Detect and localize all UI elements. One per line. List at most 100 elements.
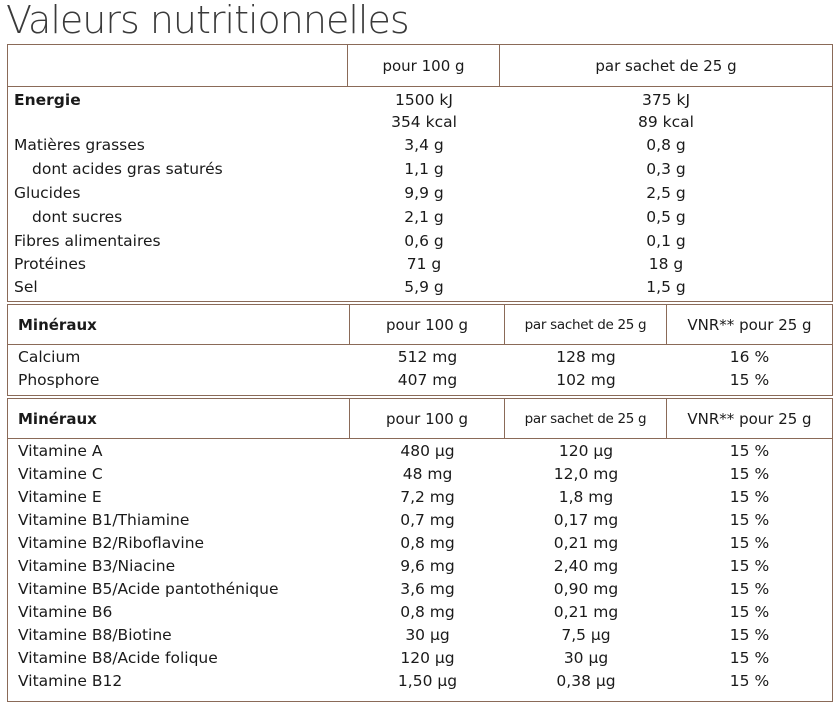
value-per-sachet: 1,8 mg: [558, 488, 614, 506]
table-row: Matières grasses 3,4 g 0,8 g: [8, 136, 832, 160]
value-vnr: 15 %: [729, 488, 770, 506]
value-per-sachet: 375 kJ: [641, 91, 691, 109]
table-row: Glucides 9,9 g 2,5 g: [8, 184, 832, 208]
table-row: Protéines 71 g 18 g: [8, 255, 832, 279]
table-row: Vitamine B1/Thiamine 0,7 mg 0,17 mg 15 %: [8, 511, 832, 534]
row-label: Fibres alimentaires: [14, 232, 161, 250]
value-per-sachet: 7,5 µg: [561, 626, 611, 644]
table-row: 354 kcal 89 kcal: [8, 113, 832, 137]
value-vnr: 16 %: [729, 348, 770, 366]
value-per-100g: 407 mg: [397, 371, 458, 389]
value-per-100g: 71 g: [406, 255, 442, 273]
value-per-sachet: 120 µg: [558, 442, 614, 460]
value-per-sachet: 1,5 g: [646, 278, 686, 296]
value-per-100g: 1500 kJ: [395, 91, 453, 109]
value-per-100g: 9,6 mg: [400, 557, 455, 575]
value-vnr: 15 %: [729, 557, 770, 575]
row-label: Vitamine A: [18, 442, 103, 460]
value-per-sachet: 2,40 mg: [553, 557, 619, 575]
header-vnr: VNR** pour 25 g: [667, 305, 832, 345]
vitamins-table: Minéraux pour 100 g par sachet de 25 g V…: [7, 398, 833, 702]
value-per-sachet: 0,90 mg: [553, 580, 619, 598]
vitamins-header: Minéraux: [8, 399, 350, 439]
header-empty-cell: [8, 45, 348, 87]
value-per-sachet: 0,5 g: [646, 208, 686, 226]
value-per-100g: 1,50 µg: [397, 672, 458, 690]
value-per-100g: 480 µg: [400, 442, 455, 460]
value-vnr: 15 %: [729, 534, 770, 552]
value-per-sachet: 2,5 g: [646, 184, 686, 202]
value-per-sachet: 18 g: [648, 255, 684, 273]
table-row: Vitamine B5/Acide pantothénique 3,6 mg 0…: [8, 580, 832, 603]
row-label: Energie: [14, 91, 81, 109]
value-per-sachet: 0,38 µg: [556, 672, 616, 690]
header-per-100g: pour 100 g: [348, 45, 500, 87]
table-row: Vitamine B3/Niacine 9,6 mg 2,40 mg 15 %: [8, 557, 832, 580]
table-row: Vitamine B8/Acide folique 120 µg 30 µg 1…: [8, 649, 832, 672]
value-per-sachet: 89 kcal: [638, 113, 694, 131]
row-label: Vitamine B3/Niacine: [18, 557, 176, 575]
value-per-sachet: 0,3 g: [646, 160, 686, 178]
header-per-100g: pour 100 g: [350, 399, 505, 439]
value-per-sachet: 12,0 mg: [553, 465, 619, 483]
value-vnr: 15 %: [729, 442, 770, 460]
row-label: Vitamine B12: [18, 672, 123, 690]
header-per-sachet: par sachet de 25 g: [505, 399, 667, 439]
table-row: Vitamine B2/Riboflavine 0,8 mg 0,21 mg 1…: [8, 534, 832, 557]
value-vnr: 15 %: [729, 511, 770, 529]
value-per-100g: 3,4 g: [404, 136, 444, 154]
header-per-sachet: par sachet de 25 g: [505, 305, 667, 345]
row-label: dont sucres: [32, 208, 123, 226]
value-vnr: 15 %: [729, 371, 770, 389]
row-label: Glucides: [14, 184, 81, 202]
value-per-100g: 1,1 g: [404, 160, 444, 178]
table-row: Vitamine A 480 µg 120 µg 15 %: [8, 442, 832, 465]
value-per-100g: 120 µg: [400, 649, 455, 667]
value-per-sachet: 0,17 mg: [553, 511, 619, 529]
row-label: Protéines: [14, 255, 86, 273]
value-vnr: 15 %: [729, 672, 770, 690]
value-vnr: 15 %: [729, 603, 770, 621]
header-per-sachet: par sachet de 25 g: [500, 45, 832, 87]
row-label: Vitamine B8/Biotine: [18, 626, 172, 644]
page-title: Valeurs nutritionnelles: [6, 0, 410, 42]
row-label: Vitamine E: [18, 488, 102, 506]
table-row: Vitamine E 7,2 mg 1,8 mg 15 %: [8, 488, 832, 511]
table-row: Vitamine B8/Biotine 30 µg 7,5 µg 15 %: [8, 626, 832, 649]
row-label: Vitamine C: [18, 465, 103, 483]
value-per-100g: 7,2 mg: [400, 488, 455, 506]
value-per-100g: 354 kcal: [391, 113, 457, 131]
header-per-100g: pour 100 g: [350, 305, 505, 345]
table-row: Vitamine B6 0,8 mg 0,21 mg 15 %: [8, 603, 832, 626]
value-per-100g: 0,8 mg: [400, 603, 455, 621]
value-per-100g: 30 µg: [405, 626, 450, 644]
row-label: dont acides gras saturés: [32, 160, 223, 178]
value-vnr: 15 %: [729, 649, 770, 667]
value-per-100g: 9,9 g: [404, 184, 444, 202]
minerals-header: Minéraux: [8, 305, 350, 345]
table-row: dont sucres 2,1 g 0,5 g: [8, 208, 832, 232]
table-row: Vitamine B12 1,50 µg 0,38 µg 15 %: [8, 672, 832, 695]
table-row: Sel 5,9 g 1,5 g: [8, 278, 832, 302]
row-label: Vitamine B6: [18, 603, 113, 621]
minerals-table: Minéraux pour 100 g par sachet de 25 g V…: [7, 304, 833, 396]
value-per-100g: 0,7 mg: [400, 511, 455, 529]
value-per-100g: 5,9 g: [404, 278, 444, 296]
value-per-100g: 0,8 mg: [400, 534, 455, 552]
table-row: Vitamine C 48 mg 12,0 mg 15 %: [8, 465, 832, 488]
header-vnr: VNR** pour 25 g: [667, 399, 832, 439]
value-per-100g: 0,6 g: [404, 232, 444, 250]
value-per-sachet: 128 mg: [556, 348, 616, 366]
row-label: Phosphore: [18, 371, 100, 389]
row-label: Calcium: [18, 348, 81, 366]
value-vnr: 15 %: [729, 626, 770, 644]
value-vnr: 15 %: [729, 465, 770, 483]
table-row: Fibres alimentaires 0,6 g 0,1 g: [8, 232, 832, 256]
value-per-sachet: 102 mg: [556, 371, 616, 389]
value-per-sachet: 0,8 g: [646, 136, 686, 154]
row-label: Vitamine B5/Acide pantothénique: [18, 580, 279, 598]
table-row: Calcium 512 mg 128 mg 16 %: [8, 348, 832, 371]
row-label: Matières grasses: [14, 136, 145, 154]
value-vnr: 15 %: [729, 580, 770, 598]
value-per-sachet: 0,21 mg: [553, 603, 619, 621]
